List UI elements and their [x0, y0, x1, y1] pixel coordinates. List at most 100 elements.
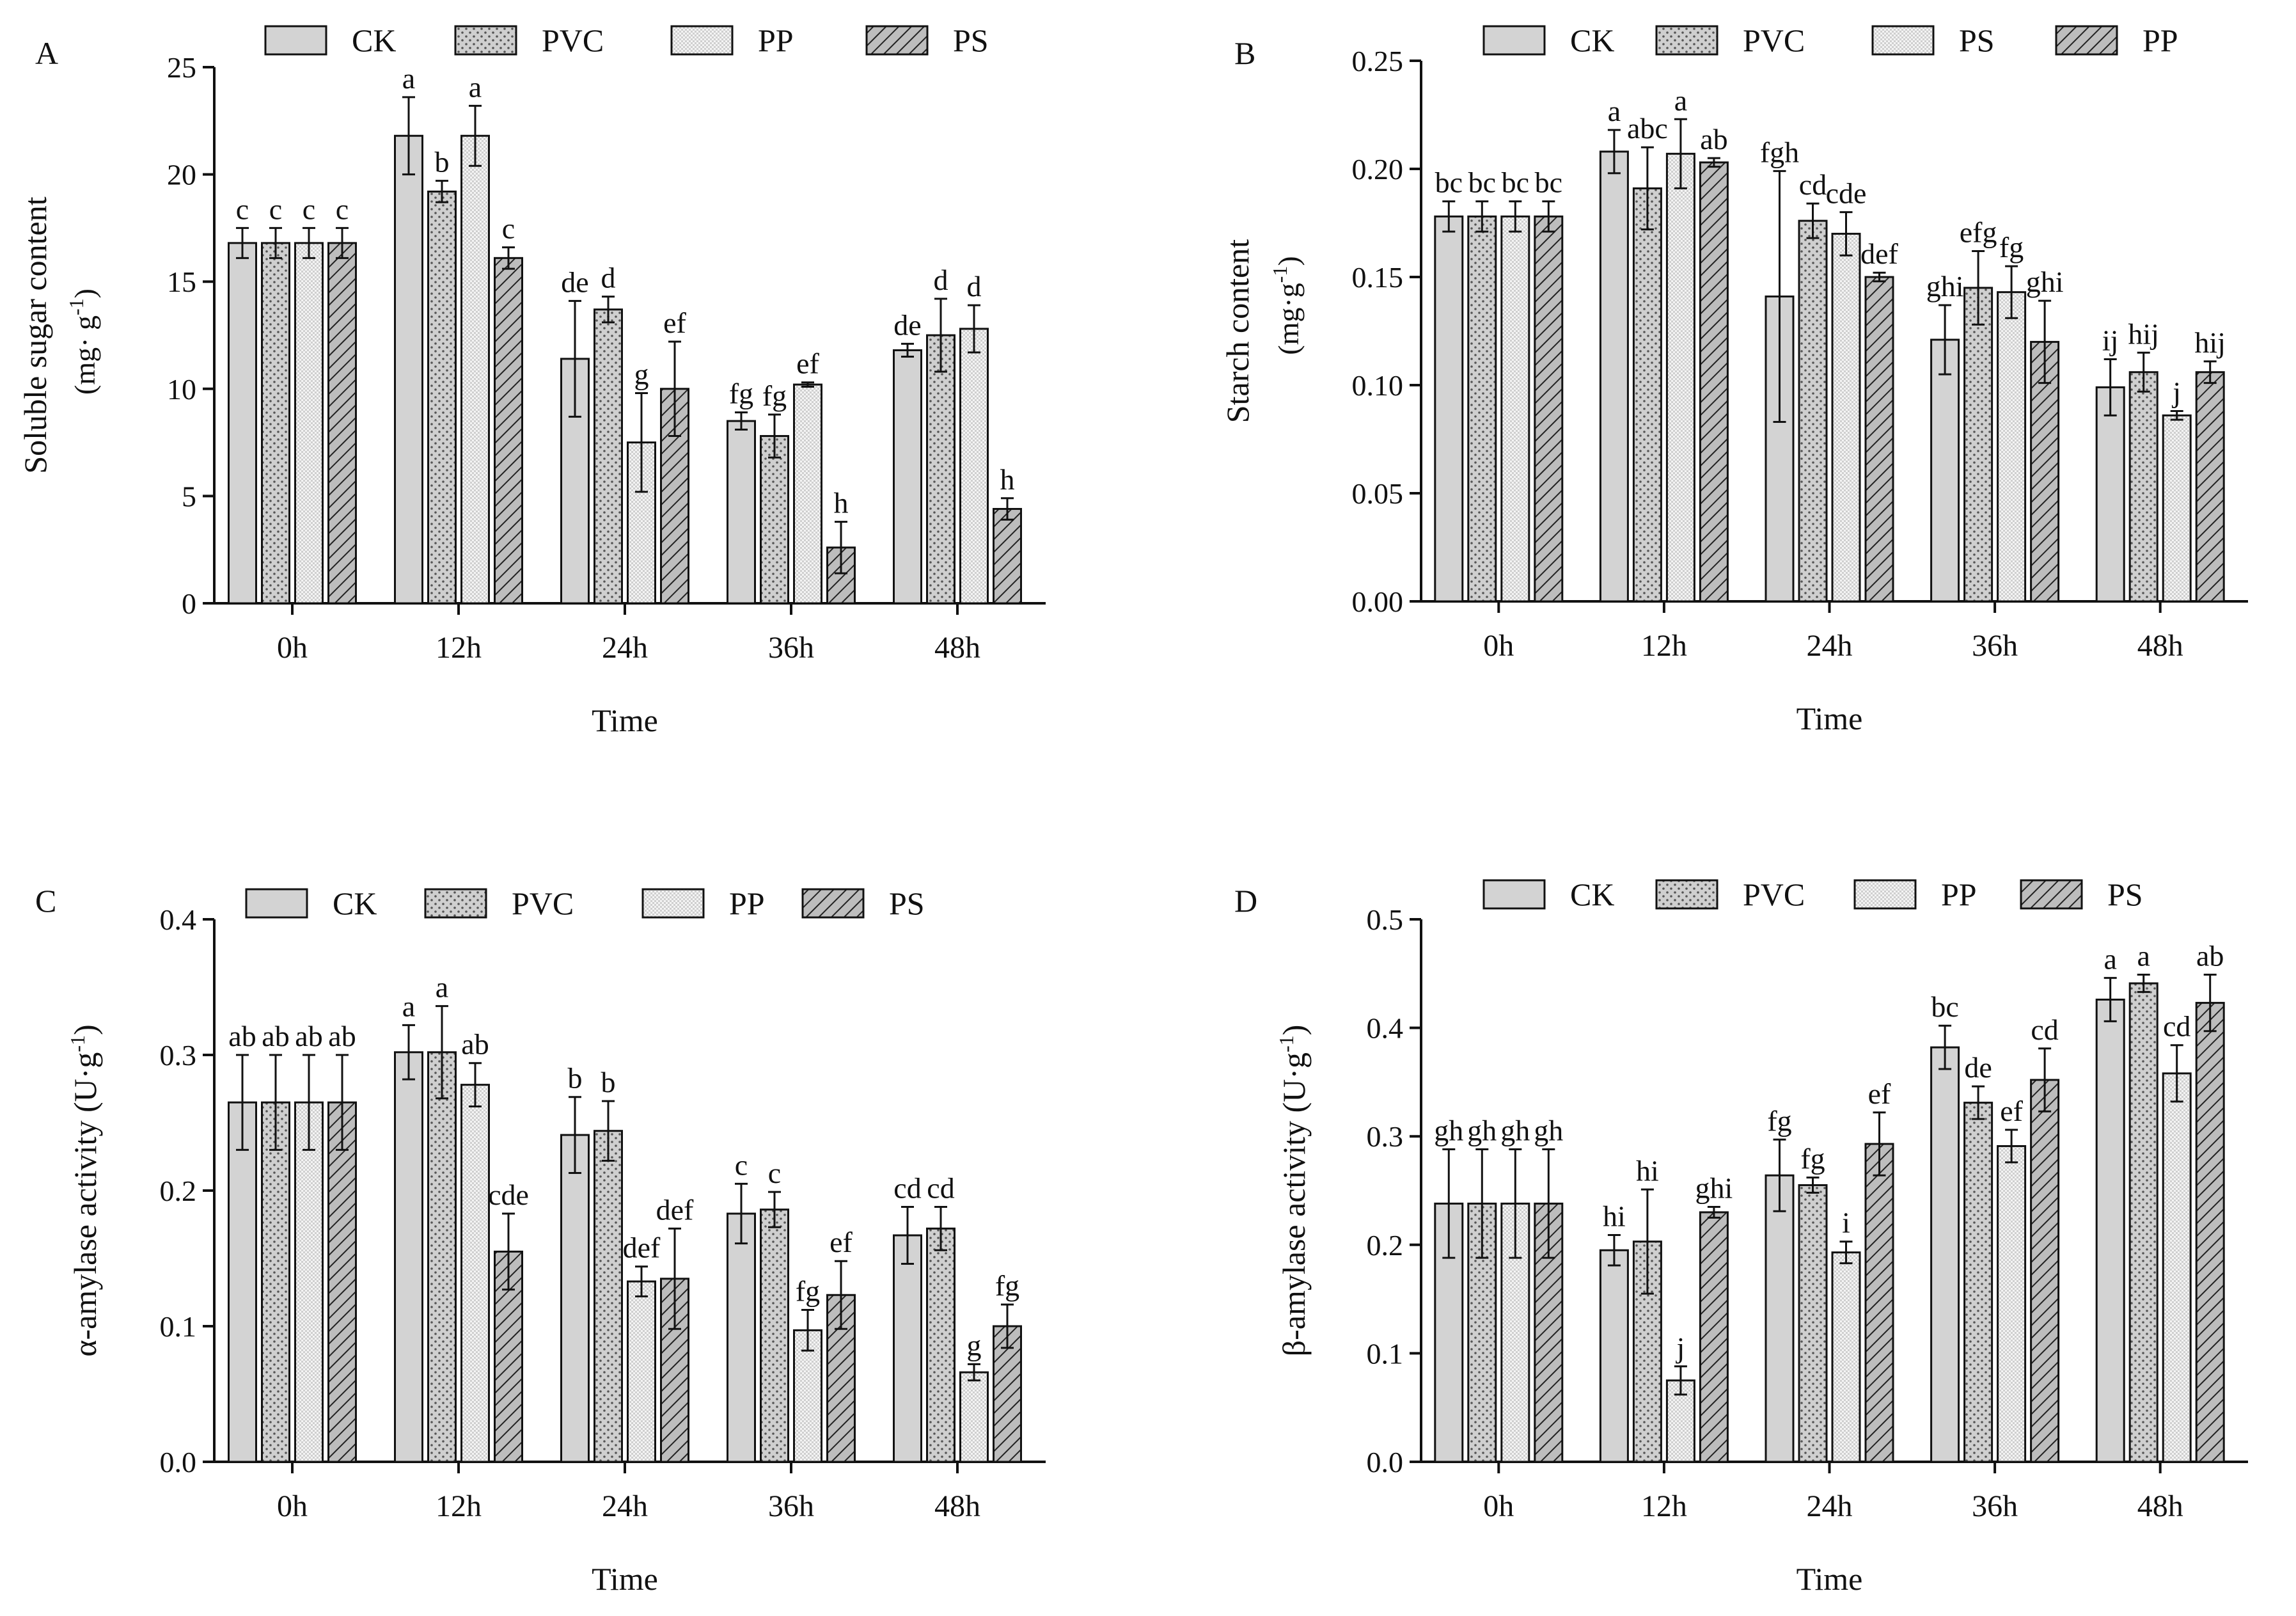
significance-letter: bc: [1435, 166, 1463, 199]
y-tick-label: 0.25: [1352, 45, 1404, 77]
significance-letter: c: [768, 1157, 781, 1189]
bar-pvc-0h: [261, 1101, 290, 1463]
significance-letter: def: [1860, 237, 1898, 270]
significance-letter: ef: [1868, 1077, 1891, 1110]
bar-ps-12h: [494, 1250, 523, 1463]
bar-ps-48h: [993, 508, 1022, 605]
significance-letter: efg: [1960, 216, 1997, 248]
x-axis-label: Time: [1797, 1561, 1863, 1597]
y-tick-label: 25: [167, 51, 196, 84]
significance-letter: bc: [1535, 166, 1562, 199]
x-tick-label: 0h: [277, 631, 308, 665]
x-tick-label: 0h: [277, 1489, 308, 1523]
significance-letter: gh: [1467, 1114, 1497, 1147]
bar-pp-48h: [2162, 1072, 2192, 1463]
legend-swatch-ck: [264, 25, 327, 56]
bar-ps-48h: [2162, 414, 2192, 603]
significance-letter: ef: [796, 347, 819, 380]
significance-letter: ef: [663, 306, 686, 339]
significance-letter: d: [934, 264, 948, 296]
y-tick-label: 20: [167, 159, 196, 191]
significance-letter: ab: [228, 1020, 256, 1052]
y-tick-label: 0.05: [1352, 477, 1404, 510]
bar-pp-24h: [1831, 1251, 1861, 1463]
x-tick-label: 24h: [1807, 629, 1853, 663]
legend-swatch-pvc: [1655, 25, 1718, 56]
legend-swatch-pp: [2055, 25, 2118, 56]
bar-pp-0h: [1534, 215, 1564, 603]
significance-letter: ab: [2196, 939, 2224, 972]
bar-pvc-48h: [2128, 982, 2158, 1463]
legend-label-pp: PP: [729, 885, 765, 921]
y-tick-label: 0: [182, 587, 196, 620]
bar-ps-36h: [2030, 1079, 2060, 1463]
x-tick-label: 0h: [1483, 629, 1514, 663]
significance-letter: b: [435, 146, 450, 178]
bar-pvc-12h: [1632, 187, 1662, 603]
x-tick-label: 12h: [1641, 629, 1687, 663]
bar-ps-12h: [494, 257, 523, 605]
significance-letter: a: [402, 62, 415, 95]
y-tick-label: 0.4: [1367, 1012, 1404, 1045]
significance-letter: fg: [729, 377, 753, 410]
bar-ps-24h: [1864, 1143, 1894, 1463]
legend-swatch-ps: [865, 25, 929, 56]
legend-label-ps: PS: [953, 22, 989, 58]
legend-swatch-ps: [1871, 25, 1935, 56]
significance-letter: ab: [295, 1020, 322, 1052]
significance-letter: ab: [328, 1020, 356, 1052]
significance-letter: g: [634, 358, 649, 391]
bar-ck-12h: [394, 1051, 423, 1463]
bar-pp-48h: [959, 328, 989, 605]
bar-ck-36h: [727, 1212, 756, 1463]
significance-letter: a: [469, 70, 482, 103]
panel-label: C: [35, 883, 56, 919]
bar-pvc-36h: [760, 1208, 789, 1463]
x-tick-label: 12h: [436, 1489, 482, 1523]
y-tick-label: 0.10: [1352, 369, 1404, 402]
significance-letter: b: [568, 1062, 583, 1095]
significance-letter: hi: [1636, 1154, 1659, 1187]
x-tick-label: 48h: [934, 631, 980, 665]
bar-ck-48h: [2095, 386, 2125, 603]
bar-ck-48h: [2095, 999, 2125, 1463]
y-tick-label: 0.15: [1352, 261, 1404, 294]
y-tick-label: 0.4: [160, 903, 197, 936]
significance-letter: ghi: [1926, 270, 1964, 303]
y-tick-label: 0.0: [160, 1446, 197, 1478]
significance-letter: cde: [488, 1178, 529, 1211]
bar-ck-24h: [560, 1134, 590, 1463]
significance-letter: de: [893, 308, 921, 341]
x-axis-label: Time: [1797, 701, 1863, 736]
x-tick-label: 36h: [768, 1489, 814, 1523]
significance-letter: fg: [762, 379, 787, 412]
significance-letter: ghi: [1695, 1171, 1733, 1204]
panel-label: D: [1234, 883, 1257, 919]
significance-letter: b: [601, 1066, 616, 1098]
significance-letter: c: [236, 193, 249, 225]
legend-label-pp: PP: [2143, 22, 2178, 58]
significance-letter: cd: [927, 1171, 954, 1204]
x-tick-label: 48h: [2137, 1489, 2183, 1523]
bar-ps-12h: [1699, 1211, 1729, 1463]
significance-letter: c: [303, 193, 315, 225]
significance-letter: hi: [1603, 1200, 1626, 1233]
legend-label-ps: PS: [2107, 876, 2143, 912]
bar-pvc-36h: [1963, 287, 1993, 603]
bar-pvc-48h: [2128, 371, 2158, 603]
x-tick-label: 36h: [1972, 1489, 2018, 1523]
bar-pp-12h: [460, 1084, 490, 1463]
y-tick-label: 0.1: [1367, 1337, 1404, 1370]
significance-letter: de: [561, 265, 588, 298]
bar-ps-0h: [327, 242, 357, 605]
bar-pp-36h: [1997, 1145, 2027, 1463]
significance-letter: c: [735, 1148, 748, 1181]
bar-ck-0h: [228, 242, 257, 605]
bar-ck-12h: [1599, 150, 1629, 603]
y-tick-label: 0.2: [1367, 1229, 1404, 1262]
significance-letter: ab: [1700, 123, 1727, 155]
significance-letter: fg: [1999, 231, 2024, 264]
